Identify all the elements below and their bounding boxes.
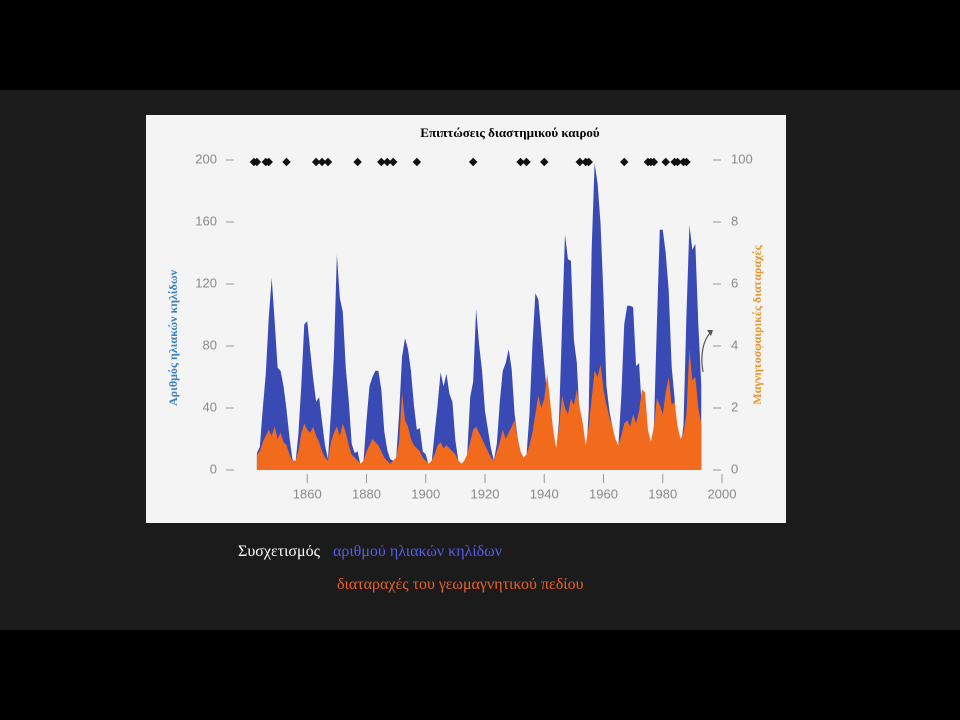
y-axis-label: Αριθμός ηλιακών κηλίδων (166, 269, 180, 406)
chart-title: Επιπτώσεις διαστημικού καιρού (420, 125, 600, 140)
y2-tick-label: 4 (731, 337, 738, 352)
y2-tick-label: 2 (731, 399, 738, 414)
event-marker (353, 157, 362, 167)
x-tick-label: 2000 (708, 486, 737, 501)
event-marker (388, 157, 398, 167)
event-marker (311, 157, 321, 167)
y-tick-label: 80 (203, 337, 217, 352)
event-marker (377, 157, 386, 167)
x-tick-label: 1980 (648, 486, 677, 501)
x-tick-label: 1920 (471, 486, 500, 501)
event-marker (264, 157, 273, 167)
x-tick-label: 1880 (352, 486, 381, 501)
event-marker (468, 157, 478, 167)
caption-text: Συσχετισμός (238, 543, 320, 560)
event-marker (282, 157, 291, 167)
y-tick-label: 200 (195, 151, 217, 166)
x-tick-label: 1940 (530, 486, 559, 501)
x-tick-label: 1860 (293, 486, 322, 501)
area-series (256, 163, 702, 470)
caption-text: διαταραχές του γεωμαγνητικού πεδίου (337, 576, 584, 593)
annotation-arrow (701, 331, 712, 373)
y2-axis-label: Μαγνητοσφαιρικές διαταραχές (750, 244, 764, 404)
event-marker (323, 157, 333, 167)
event-marker (317, 157, 327, 167)
event-marker (382, 157, 392, 167)
x-tick-label: 1900 (411, 486, 440, 501)
y-tick-label: 40 (203, 399, 217, 414)
caption-text: αριθμού ηλιακών κηλίδων (333, 543, 502, 560)
y-tick-label: 120 (195, 275, 217, 290)
y2-tick-label: 6 (731, 275, 738, 290)
y2-tick-label: 8 (731, 213, 738, 228)
arrow-head (707, 330, 713, 336)
y-tick-label: 0 (210, 461, 217, 476)
area-series (256, 349, 702, 470)
y2-tick-label: 100 (731, 151, 753, 166)
y2-tick-label: 0 (731, 461, 738, 476)
x-tick-label: 1960 (589, 486, 618, 501)
y-tick-label: 160 (195, 213, 217, 228)
event-marker (412, 157, 422, 167)
